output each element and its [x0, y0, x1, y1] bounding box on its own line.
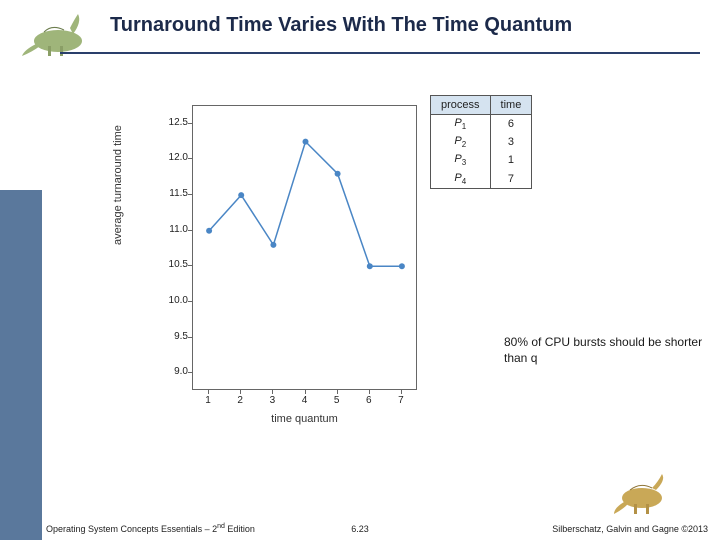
y-tick-label: 11.0: [154, 224, 188, 235]
table-row: P16: [431, 115, 532, 134]
chart-marker: [303, 139, 309, 145]
chart-marker: [367, 263, 373, 269]
y-tick-label: 9.5: [154, 331, 188, 342]
process-cell: P1: [431, 115, 491, 134]
table-row: P23: [431, 133, 532, 151]
turnaround-chart: average turnaround time 9.09.510.010.511…: [130, 95, 450, 440]
y-tick-label: 11.5: [154, 188, 188, 199]
x-tick-mark: [337, 390, 338, 394]
process-table: process time P16P23P31P47: [430, 95, 532, 189]
footer: Operating System Concepts Essentials – 2…: [0, 514, 720, 540]
y-tick-mark: [188, 301, 192, 302]
x-tick-mark: [369, 390, 370, 394]
x-tick-label: 7: [395, 395, 407, 406]
time-cell: 7: [490, 170, 532, 189]
chart-marker: [238, 192, 244, 198]
y-tick-label: 10.0: [154, 295, 188, 306]
dinosaur-top-icon: [18, 6, 96, 58]
process-cell: P3: [431, 151, 491, 169]
x-tick-mark: [208, 390, 209, 394]
x-tick-label: 6: [363, 395, 375, 406]
chart-marker: [399, 263, 405, 269]
x-tick-mark: [272, 390, 273, 394]
y-tick-label: 9.0: [154, 366, 188, 377]
x-tick-mark: [401, 390, 402, 394]
x-tick-mark: [240, 390, 241, 394]
dinosaur-bottom-icon: [612, 470, 678, 516]
sidebar-bottom: [0, 190, 42, 540]
x-axis-label: time quantum: [192, 413, 417, 425]
x-tick-mark: [305, 390, 306, 394]
x-tick-label: 5: [331, 395, 343, 406]
process-cell: P2: [431, 133, 491, 151]
table-header-process: process: [431, 96, 491, 115]
x-tick-label: 1: [202, 395, 214, 406]
y-tick-mark: [188, 265, 192, 266]
y-tick-label: 12.0: [154, 152, 188, 163]
y-tick-mark: [188, 158, 192, 159]
chart-line: [193, 106, 418, 391]
y-tick-mark: [188, 337, 192, 338]
table-header-time: time: [490, 96, 532, 115]
plot-area: [192, 105, 417, 390]
slide-title: Turnaround Time Varies With The Time Qua…: [110, 14, 690, 37]
content-area: average turnaround time 9.09.510.010.511…: [90, 95, 650, 495]
y-tick-mark: [188, 194, 192, 195]
y-tick-label: 12.5: [154, 117, 188, 128]
table-row: P31: [431, 151, 532, 169]
chart-marker: [335, 171, 341, 177]
sidebar: [0, 0, 42, 540]
x-tick-label: 2: [234, 395, 246, 406]
slide-header: Turnaround Time Varies With The Time Qua…: [110, 14, 690, 37]
y-tick-mark: [188, 123, 192, 124]
time-cell: 6: [490, 115, 532, 134]
y-axis-label: average turnaround time: [112, 125, 124, 245]
footer-copyright: Silberschatz, Galvin and Gagne ©2013: [552, 524, 708, 534]
cpu-burst-note: 80% of CPU bursts should be shorter than…: [504, 335, 714, 366]
header-rule: [60, 52, 700, 54]
chart-marker: [270, 242, 276, 248]
chart-marker: [206, 228, 212, 234]
y-tick-mark: [188, 230, 192, 231]
process-cell: P4: [431, 170, 491, 189]
time-cell: 1: [490, 151, 532, 169]
time-cell: 3: [490, 133, 532, 151]
x-tick-label: 3: [266, 395, 278, 406]
x-tick-label: 4: [299, 395, 311, 406]
y-tick-mark: [188, 372, 192, 373]
y-tick-label: 10.5: [154, 259, 188, 270]
table-row: P47: [431, 170, 532, 189]
